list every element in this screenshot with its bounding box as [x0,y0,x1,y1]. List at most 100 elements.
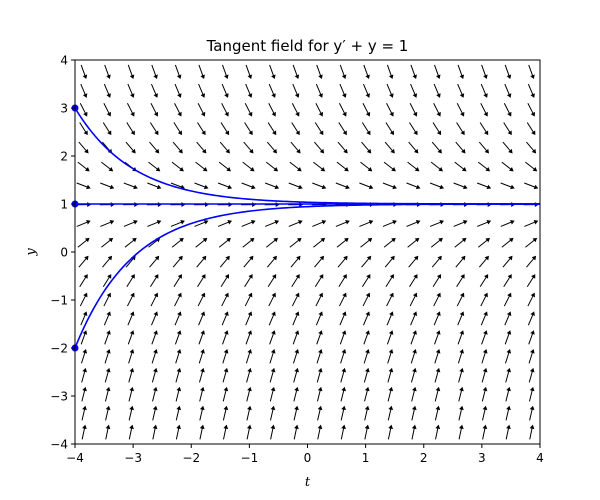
field-arrow [453,182,468,190]
field-arrow [337,141,348,154]
field-arrow [407,161,420,172]
field-arrow [292,311,300,326]
field-arrow [222,349,229,364]
field-arrow [431,141,442,154]
field-arrow [78,141,89,154]
field-arrow [293,386,299,402]
field-arrow [361,141,372,154]
field-arrow [359,220,374,227]
field-arrow [434,349,441,364]
field-arrow [503,102,512,117]
field-arrow [76,220,91,227]
field-arrow [457,64,465,80]
field-arrow [526,122,536,136]
field-arrow [456,102,465,117]
x-tick-label: −3 [124,451,142,465]
field-arrow [268,83,276,98]
field-arrow [316,349,323,364]
field-arrow [313,161,326,172]
field-arrow [526,274,536,288]
field-arrow [198,83,206,98]
field-arrow [246,424,252,440]
field-arrow [456,292,465,307]
field-arrow [221,292,229,307]
field-arrow [386,102,394,117]
field-arrow [293,367,299,383]
field-arrow [79,122,88,136]
field-arrow [529,405,535,421]
field-arrow [175,349,182,364]
field-arrow [434,367,441,383]
field-arrow [386,330,394,345]
field-arrow [363,311,370,326]
field-arrow [105,405,111,421]
field-arrow [124,237,137,248]
field-arrow [198,330,205,345]
field-arrow [151,311,158,326]
field-arrow [481,64,488,80]
field-arrow [222,386,229,402]
field-arrow [432,274,442,288]
field-arrow [528,349,535,364]
chart-title: Tangent field for y′ + y = 1 [206,37,409,55]
field-arrow [362,83,370,98]
field-arrow [199,405,205,421]
field-arrow [456,274,465,288]
field-arrow [458,424,464,440]
field-arrow [221,311,229,326]
field-arrow [126,274,135,288]
field-arrow [267,274,277,288]
field-arrow [504,64,512,80]
field-arrow [434,386,441,402]
field-arrow [198,367,205,383]
field-arrow [151,330,158,345]
field-arrow [525,237,538,248]
field-arrow [103,102,112,117]
field-arrow [100,182,115,190]
field-arrow [409,292,418,307]
field-arrow [245,349,252,364]
field-arrow [217,182,233,190]
field-arrow [152,424,158,440]
field-arrow [104,330,111,345]
field-arrow [223,424,229,440]
field-arrow [409,102,418,117]
field-arrow [503,292,512,307]
field-arrow [454,237,467,248]
field-arrow [504,330,512,345]
field-arrow [174,330,182,345]
field-arrow [292,64,300,80]
field-arrow [432,122,442,136]
field-arrow [103,292,111,307]
x-tick-label: −1 [241,451,259,465]
field-arrow [101,237,114,248]
field-arrow [525,161,538,172]
field-arrow [196,141,207,154]
x-tick-label: −4 [66,451,84,465]
field-arrow [103,83,111,98]
x-axis-label: t [305,475,311,490]
x-tick-label: −2 [182,451,200,465]
field-arrow [291,274,300,288]
y-tick-label: 3 [60,102,68,116]
field-arrow [222,330,229,345]
field-arrow [246,386,252,402]
field-arrow [195,161,208,172]
field-arrow [81,405,87,421]
field-arrow [222,405,229,421]
field-arrow [246,367,252,383]
field-arrow [77,237,90,248]
field-arrow [433,83,441,98]
field-arrow [174,64,182,80]
field-arrow [504,349,512,364]
field-arrow [434,64,441,80]
field-arrow [127,83,135,98]
field-arrow [315,311,323,326]
field-arrow [80,349,88,364]
field-arrow [149,122,159,136]
field-arrow [293,405,299,421]
field-arrow [314,274,324,288]
field-arrow [105,424,111,440]
field-arrow [152,405,158,421]
